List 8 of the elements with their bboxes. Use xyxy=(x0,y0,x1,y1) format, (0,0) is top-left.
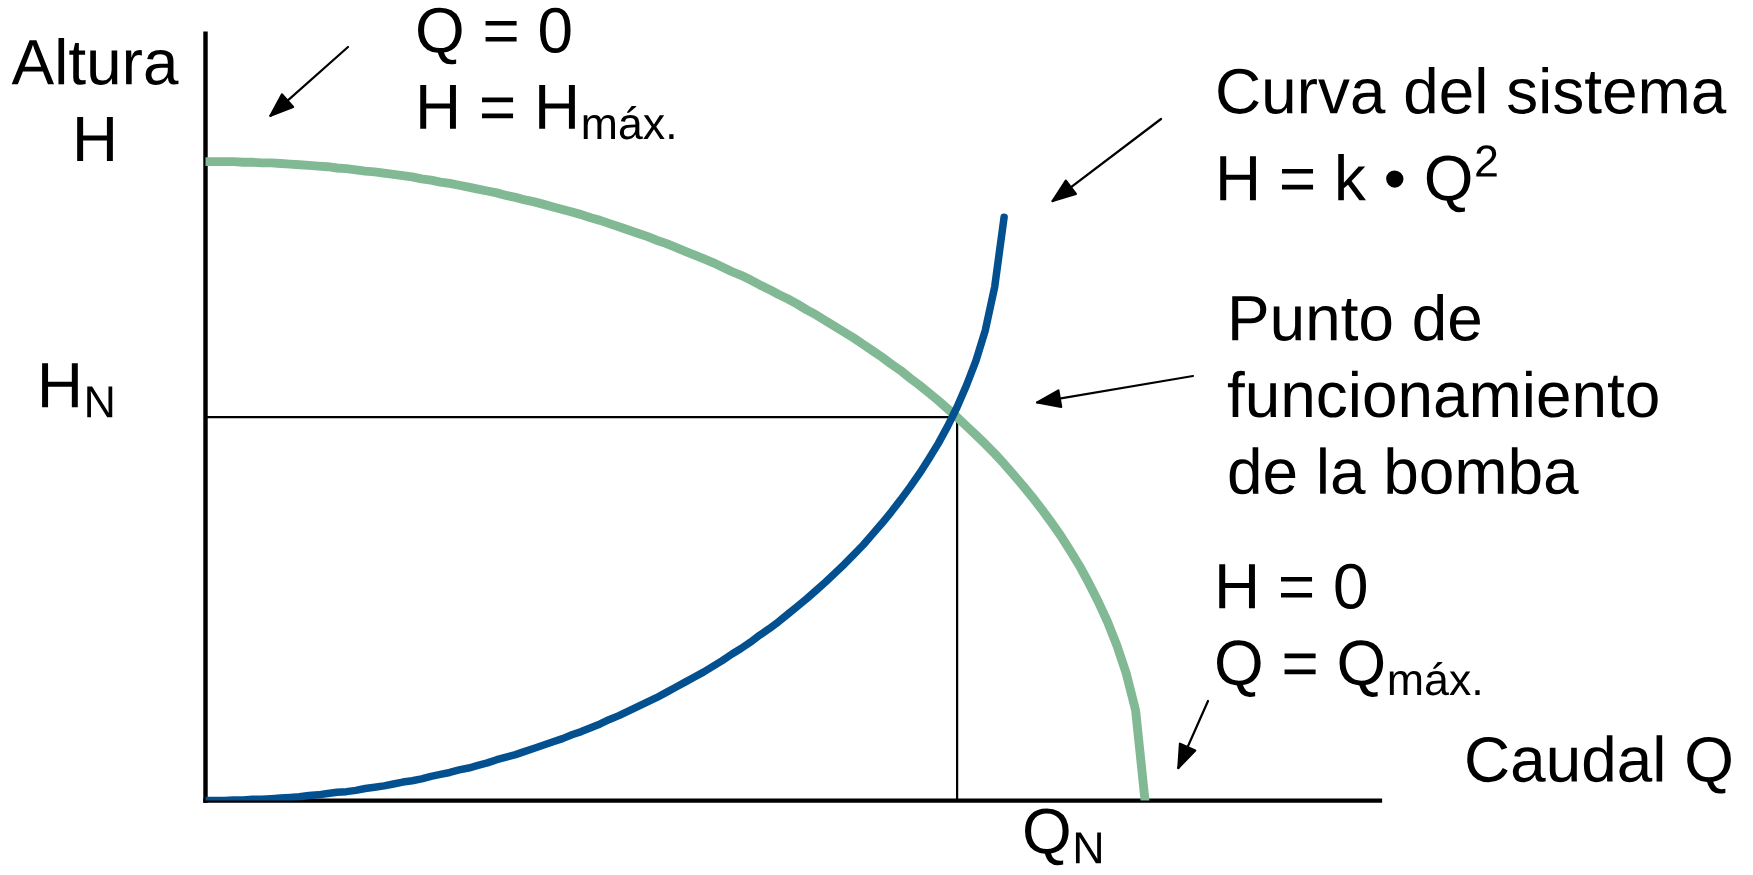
annotation: Punto de funcionamiento de la bomba xyxy=(1227,294,1658,495)
x-axis-title: Caudal Q xyxy=(1467,735,1731,794)
text: Q$_{N}$ xyxy=(1025,808,1101,866)
annotation: H = 0 Q = Q$_{máx.}$ xyxy=(1217,563,1480,697)
text: Q = 0 H = H$_{máx.}$ xyxy=(418,7,674,140)
y-axis-title: Altura H xyxy=(11,38,179,161)
series-label: H$_{N}$ xyxy=(42,363,113,418)
annotation: Curva del sistema H = k • Q$^{2}$ xyxy=(1218,67,1727,213)
